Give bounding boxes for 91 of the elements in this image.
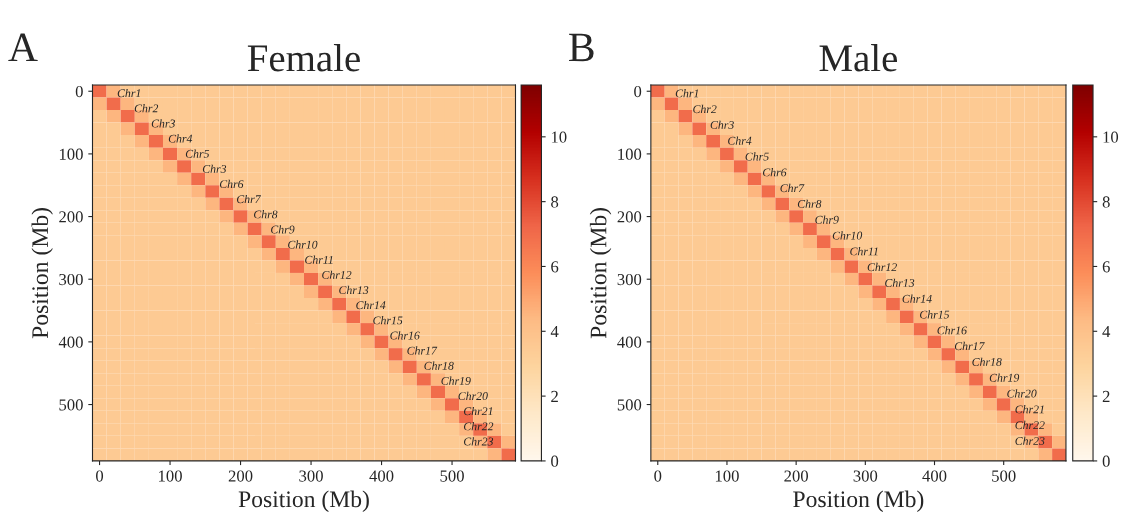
annotation: Chr14 xyxy=(902,294,932,303)
annotation: Chr22 xyxy=(1015,420,1045,430)
annotation: Chr2 xyxy=(134,104,159,113)
y-tick-label: 400 xyxy=(58,336,83,348)
annotation: Chr19 xyxy=(989,373,1020,382)
annotation: Chr8 xyxy=(254,210,278,219)
y-tick-label: 200 xyxy=(59,211,83,223)
annotation: Chr17 xyxy=(954,341,985,351)
x-tick-label: 300 xyxy=(853,470,878,482)
color-bar-label: 2 xyxy=(1102,390,1110,402)
annotation: Chr3 xyxy=(151,119,175,128)
x-tick-label: 200 xyxy=(228,470,253,482)
annotation: Chr4 xyxy=(168,134,193,143)
annotation: Chr23 xyxy=(463,437,494,446)
annotation: Chr1 xyxy=(675,89,699,98)
chart-title: Female xyxy=(247,44,360,72)
annotation: Chr12 xyxy=(867,262,897,272)
annotation: Chr10 xyxy=(832,231,863,240)
annotation: Chr21 xyxy=(1015,405,1044,414)
annotation: Chr17 xyxy=(407,346,438,355)
y-tick-label: 300 xyxy=(59,273,83,286)
annotation: Chr5 xyxy=(185,149,210,158)
annotation: Chr6 xyxy=(219,179,244,189)
annotation: Chr20 xyxy=(458,391,488,401)
annotation: Chr15 xyxy=(920,310,950,319)
y-tick-label: 500 xyxy=(59,399,83,411)
annotation: Chr20 xyxy=(1007,389,1037,398)
x-tick-label: 0 xyxy=(96,470,104,482)
annotation: Chr16 xyxy=(390,331,420,340)
annotation: Chr7 xyxy=(780,183,805,193)
y-tick-label: 0 xyxy=(634,85,642,98)
color-bar-label: 8 xyxy=(551,196,559,208)
annotation: Chr11 xyxy=(305,255,333,264)
annotation: Chr19 xyxy=(441,376,471,385)
y-tick-label: 300 xyxy=(617,273,642,286)
x-tick-label: 500 xyxy=(992,470,1016,482)
chart-title: Male xyxy=(819,44,898,72)
color-bar-label: 10 xyxy=(1103,131,1119,143)
color-bar-label: 4 xyxy=(550,326,559,338)
annotation: Chr15 xyxy=(373,316,403,325)
annotation: Chr4 xyxy=(728,136,752,145)
y-tick-label: 0 xyxy=(75,85,83,98)
annotation: Chr21 xyxy=(463,406,493,416)
color-bar-label: 10 xyxy=(551,131,567,143)
annotation: Chr2 xyxy=(693,104,717,114)
annotation: Chr3 xyxy=(202,164,227,173)
text: B xyxy=(569,33,594,62)
annotation: Chr12 xyxy=(322,270,352,279)
annotation: Chr22 xyxy=(463,422,494,431)
x-tick-label: 500 xyxy=(440,470,464,482)
y-tick-label: 100 xyxy=(59,148,83,160)
annotation: Chr10 xyxy=(288,240,318,249)
color-bar-label: 0 xyxy=(551,455,559,467)
annotation: Chr1 xyxy=(117,88,141,98)
y-axis-title: Position (Mb) xyxy=(31,208,53,339)
color-bar-label: 4 xyxy=(1102,326,1111,338)
x-tick-label: 400 xyxy=(922,470,947,482)
x-axis-title: Position (Mb) xyxy=(793,490,924,513)
annotation: Chr13 xyxy=(339,285,369,295)
x-tick-label: 300 xyxy=(299,470,323,482)
annotation: Chr9 xyxy=(815,215,839,224)
color-bar-label: 8 xyxy=(1102,196,1110,208)
x-tick-label: 100 xyxy=(159,470,182,482)
color-bar-label: 6 xyxy=(1102,261,1110,273)
y-tick-label: 200 xyxy=(617,211,642,223)
y-tick-label: 500 xyxy=(617,399,642,411)
annotation: Chr18 xyxy=(424,361,454,370)
x-axis-title: Position (Mb) xyxy=(238,490,369,513)
annotation: Chr14 xyxy=(356,300,386,310)
annotation: Chr7 xyxy=(236,194,261,204)
annotation: Chr18 xyxy=(972,357,1002,366)
x-tick-label: 0 xyxy=(654,470,662,482)
annotation: Chr11 xyxy=(850,247,878,256)
x-tick-label: 100 xyxy=(715,470,739,482)
x-tick-label: 400 xyxy=(369,470,394,482)
annotation: Chr3 xyxy=(710,120,734,129)
color-bar-label: 0 xyxy=(1102,455,1110,467)
annotation: Chr23 xyxy=(1015,436,1045,445)
annotation: Chr16 xyxy=(937,326,967,335)
annotation: Chr5 xyxy=(745,152,769,161)
annotation: Chr13 xyxy=(885,278,915,287)
x-tick-label: 200 xyxy=(784,470,809,482)
text: A xyxy=(8,33,38,62)
annotation: Chr8 xyxy=(797,199,822,208)
y-axis-title: Position (Mb) xyxy=(589,208,612,339)
annotation: Chr9 xyxy=(271,225,295,234)
y-tick-label: 100 xyxy=(618,148,642,160)
y-tick-label: 400 xyxy=(617,336,642,348)
color-bar-label: 6 xyxy=(551,261,559,273)
annotation: Chr6 xyxy=(762,168,787,177)
color-bar-label: 2 xyxy=(551,390,558,402)
